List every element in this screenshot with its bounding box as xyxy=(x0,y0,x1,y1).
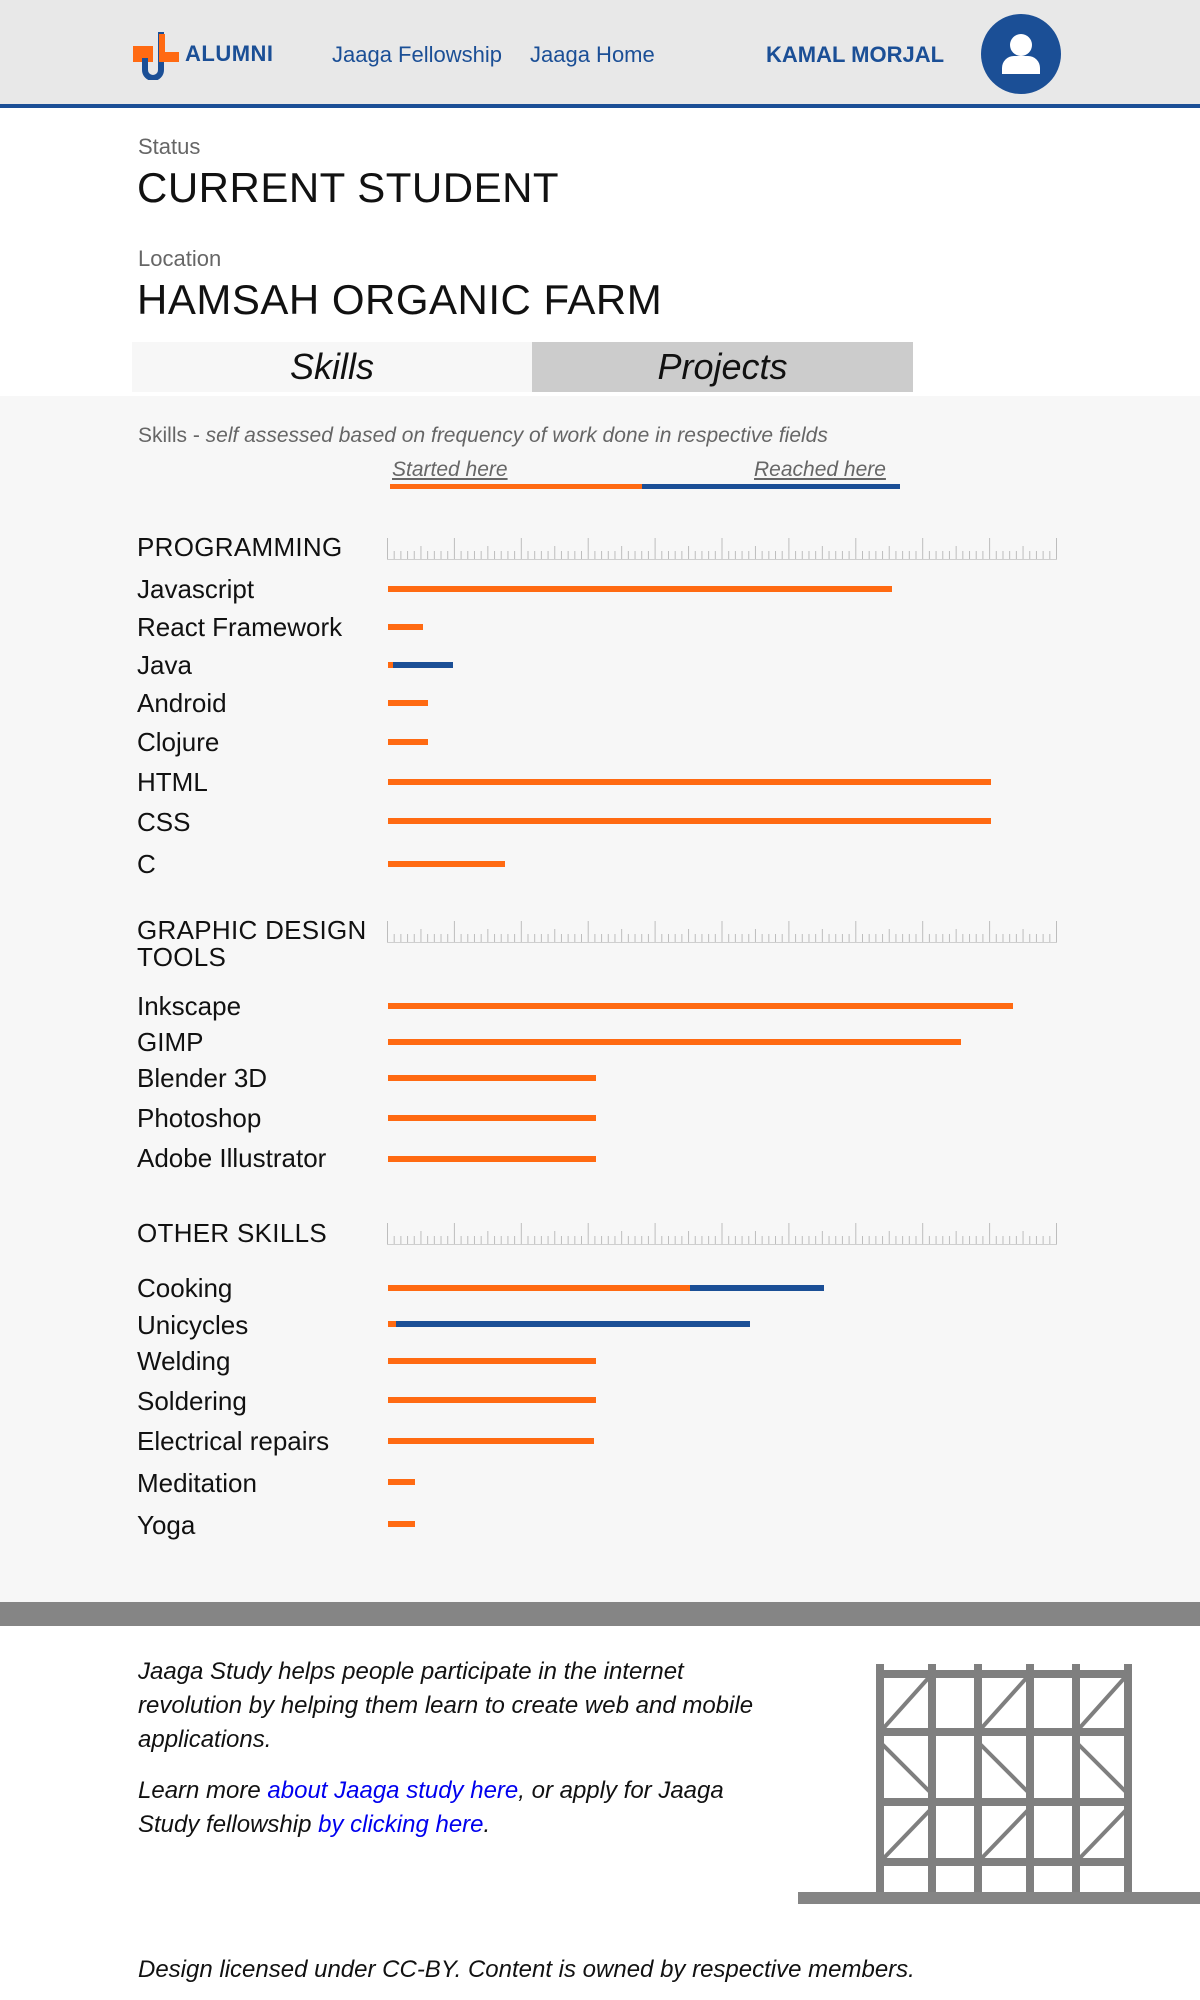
bar-started xyxy=(388,1397,596,1403)
skill-photoshop: Photoshop xyxy=(137,1103,262,1133)
scaffold-structure-icon xyxy=(798,1664,1200,1904)
skill-gimp: GIMP xyxy=(137,1027,204,1057)
license-text: Design licensed under CC-BY. Content is … xyxy=(138,1956,915,1983)
bar-started xyxy=(388,739,428,745)
bar-started xyxy=(388,1438,594,1444)
footer-learn-more-middle: , or apply for Jaaga Study fellowship xyxy=(138,1777,724,1838)
tab-projects[interactable]: Projects xyxy=(532,342,913,392)
skill-javascript: Javascript xyxy=(137,574,255,604)
skill-java: Java xyxy=(137,650,192,680)
skill-clojure: Clojure xyxy=(137,727,220,757)
skill-blender-3d: Blender 3D xyxy=(137,1063,268,1093)
location-value: HAMSAH ORGANIC FARM xyxy=(137,276,663,323)
bar-started xyxy=(388,586,892,592)
skills-panel xyxy=(0,396,1200,1602)
user-avatar-icon xyxy=(1002,34,1040,74)
location-label: Location xyxy=(138,246,222,271)
footer-divider xyxy=(0,1602,1200,1626)
bar-started xyxy=(388,1479,415,1485)
bar-started xyxy=(388,1285,690,1291)
bar-started xyxy=(388,1003,1013,1009)
legend-bar xyxy=(390,484,900,489)
skills-description: Skills - self assessed based on frequenc… xyxy=(138,424,828,448)
category-programming: PROGRAMMING xyxy=(137,532,343,562)
logo-text: ALUMNI xyxy=(185,41,274,66)
bar-started xyxy=(388,1156,596,1162)
skill-unicycles: Unicycles xyxy=(137,1310,249,1340)
category-other-skills: OTHER SKILLS xyxy=(137,1218,327,1248)
bar-started xyxy=(388,1521,415,1527)
bar-reached xyxy=(396,1321,750,1327)
skill-react-framework: React Framework xyxy=(137,612,343,642)
bar-started xyxy=(388,1321,396,1327)
skill-css: CSS xyxy=(137,807,191,837)
apply-fellowship-link[interactable]: by clicking here xyxy=(318,1811,484,1838)
footer-learn-more-end: . xyxy=(483,1811,491,1838)
nav-jaaga-home[interactable]: Jaaga Home xyxy=(530,42,655,67)
programming-scale-ruler xyxy=(387,538,1057,560)
skill-yoga: Yoga xyxy=(137,1510,196,1540)
nav-jaaga-fellowship[interactable]: Jaaga Fellowship xyxy=(332,42,502,67)
footer-learn-more-start: Learn more xyxy=(138,1777,268,1804)
about-jaaga-study-link[interactable]: about Jaaga study here xyxy=(267,1777,519,1804)
bar-reached xyxy=(393,662,453,668)
avatar[interactable] xyxy=(981,14,1061,94)
footer-learn-more: Learn more about Jaaga study here, or ap… xyxy=(138,1774,758,1842)
skill-welding: Welding xyxy=(137,1346,231,1376)
bar-started xyxy=(388,861,505,867)
bar-started xyxy=(388,1115,596,1121)
category-graphic-design-tools: GRAPHIC DESIGN TOOLS xyxy=(137,915,367,972)
skill-inkscape: Inkscape xyxy=(137,991,242,1021)
legend-started-bar xyxy=(390,484,642,489)
legend-started-label: Started here xyxy=(392,458,508,481)
graphic-design-scale-ruler xyxy=(387,921,1057,943)
bar-started xyxy=(388,1358,596,1364)
skills-description-italic: self assessed based on frequency of work… xyxy=(205,424,828,447)
skill-soldering: Soldering xyxy=(137,1386,247,1416)
footer-about-text: Jaaga Study helps people participate in … xyxy=(138,1658,754,1753)
bar-started xyxy=(388,700,428,706)
alumni-logo[interactable]: ALUMNI xyxy=(131,27,291,81)
skill-c: C xyxy=(137,849,156,879)
bar-started xyxy=(388,818,991,824)
skill-adobe-illustrator: Adobe Illustrator xyxy=(137,1143,327,1173)
other-skills-scale-ruler xyxy=(387,1223,1057,1245)
status-value: CURRENT STUDENT xyxy=(137,164,560,211)
skill-html: HTML xyxy=(137,767,208,797)
user-name: KAMAL MORJAL xyxy=(766,42,945,67)
legend-reached-bar xyxy=(642,484,900,489)
bar-started xyxy=(388,662,393,668)
legend-reached-label: Reached here xyxy=(754,458,886,481)
skills-description-prefix: Skills - xyxy=(138,424,206,447)
skill-electrical-repairs: Electrical repairs xyxy=(137,1426,330,1456)
skill-android: Android xyxy=(137,688,227,718)
bar-started xyxy=(388,624,423,630)
bar-started xyxy=(388,1075,596,1081)
bar-started xyxy=(388,1039,961,1045)
skill-meditation: Meditation xyxy=(137,1468,257,1498)
bar-started xyxy=(388,779,991,785)
site-header: ALUMNI Jaaga Fellowship Jaaga Home KAMAL… xyxy=(0,0,1200,108)
status-label: Status xyxy=(138,134,201,159)
skill-cooking: Cooking xyxy=(137,1273,233,1303)
tab-skills[interactable]: Skills xyxy=(132,342,532,392)
bar-reached xyxy=(690,1285,824,1291)
jaaga-logo-icon xyxy=(133,32,179,80)
